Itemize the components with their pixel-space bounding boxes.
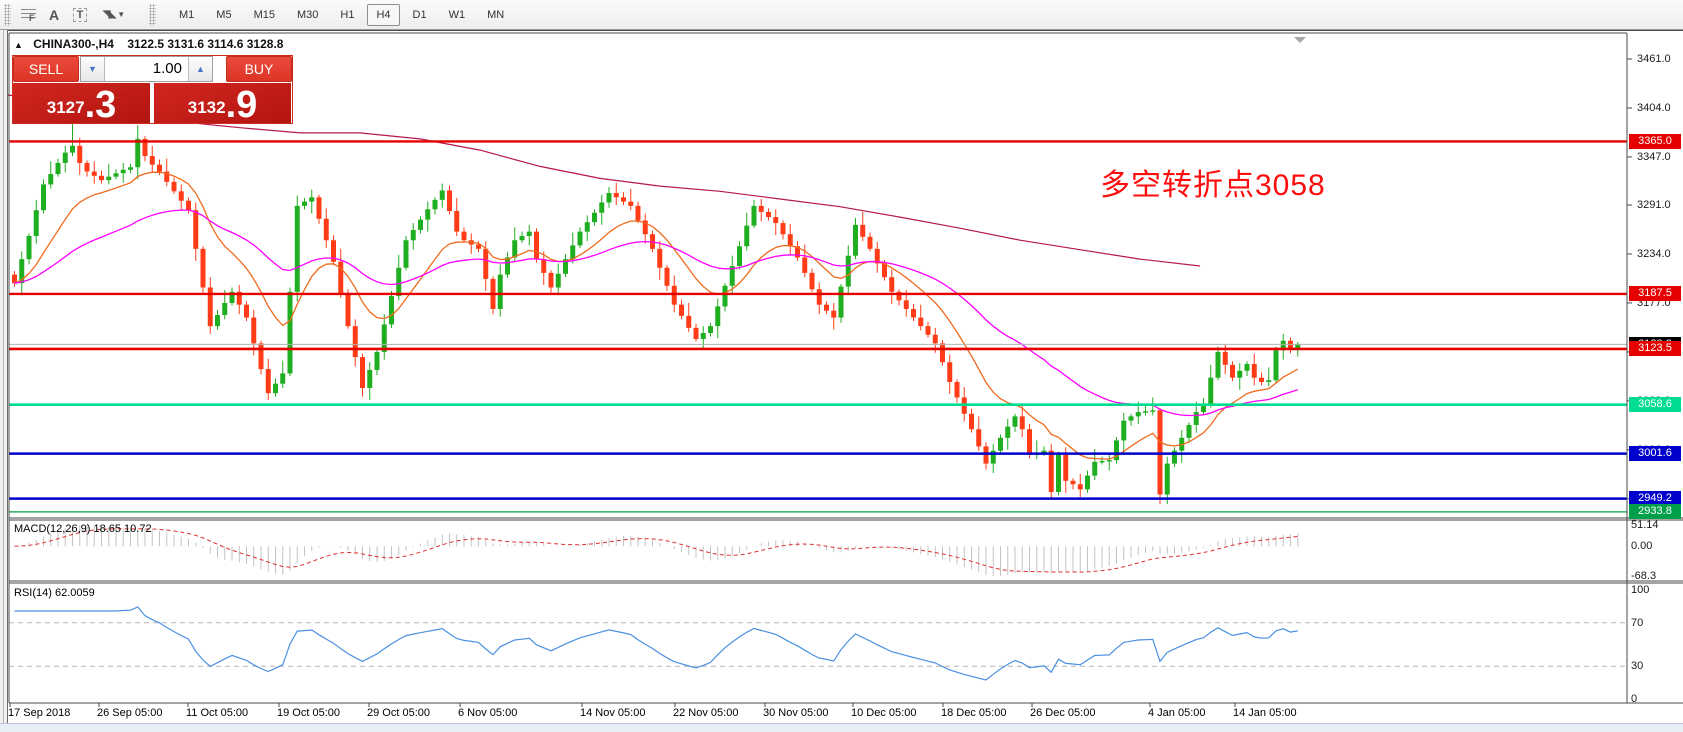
y-axis-label: 3461.0: [1637, 53, 1671, 65]
chart-annotation: 多空转折点3058: [1100, 169, 1326, 202]
x-axis-date-label: 22 Nov 05:00: [673, 707, 739, 719]
x-axis-date-label: 26 Dec 05:00: [1030, 707, 1096, 719]
chevron-down-icon: ▼: [117, 10, 126, 19]
buy-price-pips: .9: [225, 83, 258, 126]
volume-spinner: ▼ 1.00 ▲: [80, 56, 213, 82]
rsi-scale-label: 70: [1631, 616, 1644, 629]
fibonacci-tool-button[interactable]: F: [15, 3, 41, 27]
rsi-scale-label: 100: [1631, 584, 1650, 596]
level-price-label: 3001.6: [1629, 446, 1681, 462]
x-axis-date-label: 30 Nov 05:00: [763, 707, 829, 719]
level-price-label: 3123.5: [1629, 341, 1681, 357]
trade-prices-row: 3127 .3 3132 .9: [13, 82, 292, 126]
label-icon: T: [72, 7, 88, 22]
x-axis-date-label: 19 Oct 05:00: [277, 707, 340, 719]
label-tool-button[interactable]: T: [67, 3, 93, 27]
x-axis-date-label: 10 Dec 05:00: [851, 707, 917, 719]
level-price-label: 3058.6: [1629, 397, 1681, 413]
trade-controls-row: SELL ▼ 1.00 ▲ BUY: [13, 56, 292, 82]
symbol-name: CHINA300-,H4: [33, 37, 114, 51]
sell-button[interactable]: SELL: [13, 56, 79, 82]
macd-indicator-label: MACD(12,26,9) 18.65 10.72: [14, 523, 152, 535]
y-axis-label: 3404.0: [1637, 101, 1671, 114]
window-left-edge: [0, 30, 8, 732]
chart-title: ▲ CHINA300-,H4 3122.5 3131.6 3114.6 3128…: [14, 37, 283, 51]
sell-price-main: 3127: [46, 98, 85, 117]
timeframe-button-M5[interactable]: M5: [216, 8, 232, 21]
rsi-scale-label: 0: [1631, 693, 1638, 705]
rsi-indicator-label: RSI(14) 62.0059: [14, 587, 95, 599]
macd-scale-label: 51.14: [1631, 519, 1659, 531]
x-axis-date-label: 29 Oct 05:00: [367, 707, 430, 719]
macd-scale-label: -68.3: [1631, 570, 1657, 582]
ohlc-readout: 3122.5 3131.6 3114.6 3128.8: [127, 37, 284, 51]
x-axis-date-label: 4 Jan 05:00: [1148, 707, 1206, 719]
timeframe-button-M15[interactable]: M15: [253, 8, 275, 21]
price-chart[interactable]: [0, 30, 1683, 732]
fibonacci-icon: F: [20, 8, 36, 23]
x-axis-date-label: 26 Sep 05:00: [97, 707, 163, 719]
x-axis-date-label: 18 Dec 05:00: [941, 707, 1007, 719]
x-axis-date-label: 17 Sep 2018: [8, 707, 71, 719]
x-axis-date-label: 11 Oct 05:00: [186, 707, 249, 719]
window-bottom-strip: [0, 723, 1683, 732]
volume-decrease-button[interactable]: ▼: [81, 57, 105, 81]
buy-button[interactable]: BUY: [226, 56, 292, 82]
chart-shift-marker-icon: [1294, 37, 1306, 43]
timeframe-button-M30[interactable]: M30: [296, 8, 319, 21]
level-price-label: 3187.5: [1629, 286, 1681, 302]
timeframe-button-H4[interactable]: H4: [367, 3, 400, 26]
timeframe-button-MN[interactable]: MN: [487, 8, 505, 21]
y-axis-label: 3347.0: [1637, 150, 1671, 163]
text-tool-button[interactable]: A: [48, 6, 60, 23]
level-price-label: 3365.0: [1629, 133, 1681, 149]
toolbar-grip[interactable]: [149, 3, 156, 26]
collapse-arrow-icon[interactable]: ▲: [14, 40, 23, 50]
y-axis-label: 3234.0: [1637, 247, 1671, 260]
candlesticks: [12, 118, 1301, 504]
macd-signal-line: [14, 528, 1298, 573]
timeframe-button-D1[interactable]: D1: [412, 8, 427, 21]
timeframe-button-H1[interactable]: H1: [340, 8, 355, 21]
timeframe-button-M1[interactable]: M1: [179, 8, 195, 21]
x-axis-date-label: 14 Nov 05:00: [580, 707, 646, 719]
rsi-line: [14, 606, 1298, 681]
ma-fast-line: [14, 171, 1299, 460]
volume-input[interactable]: 1.00: [152, 60, 182, 77]
level-price-label: 2949.2: [1629, 491, 1681, 507]
buy-price-box[interactable]: 3132 .9: [154, 83, 291, 126]
level-price-label: 2933.8: [1629, 504, 1681, 520]
arrows-tool-button[interactable]: ◥◣ ▼: [93, 3, 135, 27]
x-axis-date-label: 14 Jan 05:00: [1233, 707, 1297, 719]
one-click-trading-panel: SELL ▼ 1.00 ▲ BUY 3127 .3 3132 .9: [12, 55, 293, 124]
sell-price-pips: .3: [84, 83, 117, 126]
rsi-scale-label: 30: [1631, 660, 1644, 673]
y-axis-label: 3291.0: [1637, 199, 1671, 212]
macd-histogram: [21, 525, 1299, 576]
x-axis-date-label: 6 Nov 05:00: [458, 707, 518, 719]
toolbar-grip[interactable]: [4, 3, 11, 26]
ma-slow-line: [14, 209, 1298, 417]
toolbar: F A T ◥◣ ▼ M1 M5 M15 M30 H1 H4 D1 W1 MN: [0, 0, 1683, 30]
buy-price-main: 3132: [187, 98, 226, 117]
volume-increase-button[interactable]: ▲: [188, 57, 212, 81]
sell-price-box[interactable]: 3127 .3: [13, 83, 150, 126]
arrows-icon: ◥◣: [102, 9, 116, 20]
timeframe-button-W1[interactable]: W1: [448, 8, 466, 21]
macd-scale-label: 0.00: [1631, 540, 1653, 553]
timeframe-group: M1 M5 M15 M30 H1 H4 D1 W1 MN: [168, 3, 515, 26]
